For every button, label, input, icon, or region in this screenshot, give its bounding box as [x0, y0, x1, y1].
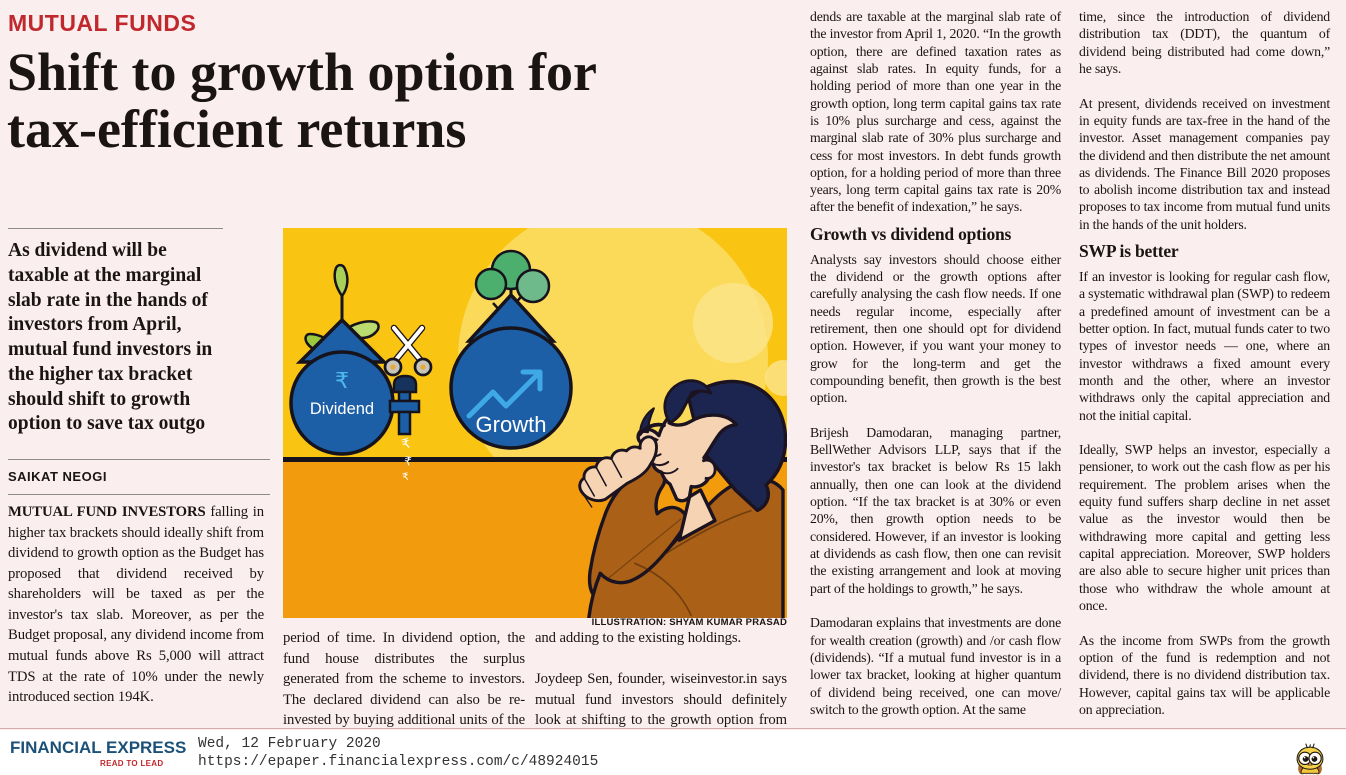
svg-text:Dividend: Dividend: [310, 400, 374, 418]
svg-text:₹: ₹: [335, 368, 349, 393]
svg-text:Growth: Growth: [476, 412, 547, 437]
